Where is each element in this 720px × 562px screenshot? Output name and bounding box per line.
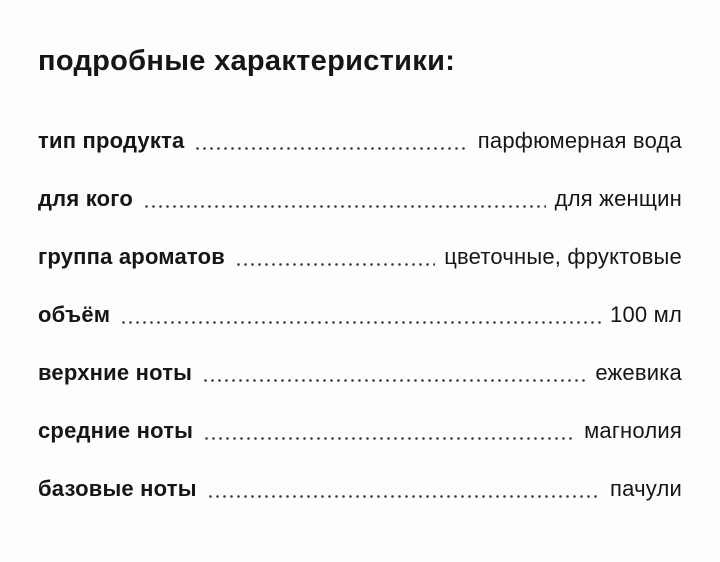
dot-leader: [120, 321, 602, 324]
characteristic-row-base-notes: базовые ноты пачули: [38, 475, 682, 503]
characteristic-row-middle-notes: средние ноты магнолия: [38, 417, 682, 445]
dot-leader: [203, 437, 576, 440]
characteristic-value: 100 мл: [610, 302, 682, 327]
characteristic-label: группа ароматов: [38, 244, 225, 269]
characteristic-value: цветочные, фруктовые: [444, 244, 682, 269]
characteristic-row-volume: объём 100 мл: [38, 301, 682, 329]
characteristic-row-fragrance-group: группа ароматов цветочные, фруктовые: [38, 243, 682, 271]
characteristic-value: ежевика: [595, 360, 682, 385]
characteristic-row-product-type: тип продукта парфюмерная вода: [38, 127, 682, 155]
dot-leader: [142, 205, 546, 208]
characteristic-value: пачули: [610, 476, 682, 501]
section-title: подробные характеристики:: [38, 45, 456, 77]
characteristic-row-for-whom: для кого для женщин: [38, 185, 682, 213]
characteristic-value: магнолия: [584, 418, 682, 443]
dot-leader: [194, 147, 469, 150]
characteristic-row-top-notes: верхние ноты ежевика: [38, 359, 682, 387]
dot-leader: [202, 379, 587, 382]
characteristics-list: тип продукта парфюмерная вода для кого д…: [38, 127, 682, 503]
characteristic-label: верхние ноты: [38, 360, 193, 385]
dot-leader: [206, 495, 602, 498]
dot-leader: [234, 263, 436, 266]
characteristic-value: парфюмерная вода: [477, 128, 682, 153]
characteristic-label: тип продукта: [38, 128, 185, 153]
characteristic-value: для женщин: [554, 186, 682, 211]
characteristic-label: объём: [38, 302, 111, 327]
characteristic-label: базовые ноты: [38, 476, 197, 501]
characteristic-label: средние ноты: [38, 418, 194, 443]
characteristic-label: для кого: [38, 186, 133, 211]
